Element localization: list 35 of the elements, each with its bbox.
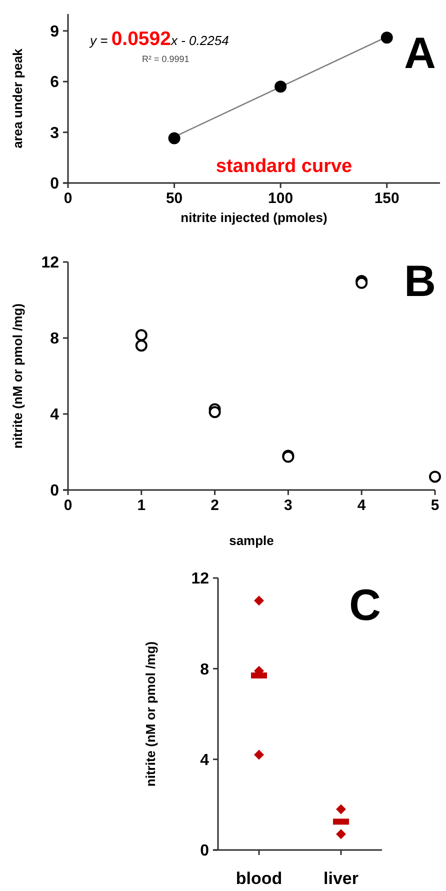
annotation: A (404, 29, 436, 78)
x-tick-label: 5 (430, 497, 440, 514)
y-tick-label: 0 (50, 176, 60, 193)
y-tick-label: 4 (50, 406, 60, 424)
x-tick-label: blood (236, 869, 282, 888)
x-tick-label: 0 (64, 190, 72, 207)
x-tick-label: 4 (357, 497, 366, 514)
y-axis-title: area under peak (10, 48, 25, 148)
y-tick-label: 8 (50, 330, 60, 348)
y-tick-label: 6 (50, 74, 60, 92)
y-tick-label: 4 (200, 752, 210, 769)
y-tick-label: 12 (191, 570, 210, 588)
y-tick-label: 12 (41, 254, 60, 272)
y-tick-label: 0 (200, 842, 210, 860)
x-tick-label: 2 (210, 497, 219, 514)
annotation: B (404, 257, 436, 306)
x-tick-label: 1 (137, 497, 146, 514)
y-tick-label: 0 (50, 482, 60, 500)
y-tick-label: 9 (50, 24, 60, 40)
x-tick-label: 0 (64, 497, 72, 514)
x-tick-label: 50 (166, 190, 183, 207)
x-tick-label: 150 (374, 190, 400, 207)
y-tick-label: 8 (200, 661, 210, 678)
x-tick-label: 100 (268, 190, 294, 207)
annotation: R² = 0.9991 (142, 54, 190, 64)
x-tick-label: 3 (284, 497, 292, 514)
y-tick-label: 3 (50, 124, 60, 142)
y-axis-title: nitrite (nM or pmol /mg) (10, 303, 25, 449)
x-tick-label: liver (324, 869, 359, 888)
annotation: C (349, 581, 381, 630)
annotation: y = 0.0592x - 0.2254 (89, 28, 229, 50)
x-axis-title: sample (229, 533, 274, 548)
annotation: standard curve (216, 156, 352, 177)
y-axis-title: nitrite (nM or pmol /mg) (143, 641, 158, 787)
x-axis-title: nitrite injected (pmoles) (180, 210, 328, 225)
